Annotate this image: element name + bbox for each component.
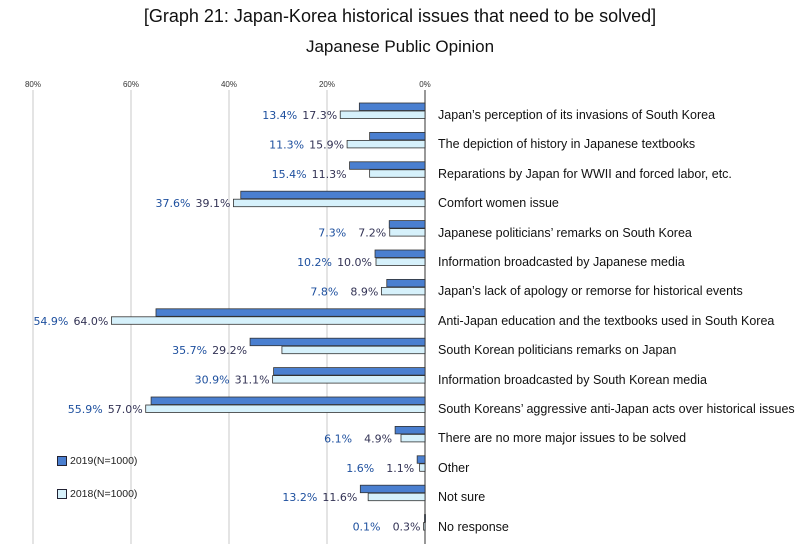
data-label-2018: 7.2% bbox=[358, 227, 386, 240]
bar-2019 bbox=[416, 455, 426, 464]
bar-2018 bbox=[389, 228, 426, 237]
category-label: South Koreans’ aggressive anti-Japan act… bbox=[438, 402, 795, 416]
bar-2019 bbox=[388, 220, 426, 229]
category-label: South Korean politicians remarks on Japa… bbox=[438, 343, 677, 358]
data-label-2019: 11.3% bbox=[269, 138, 304, 151]
category-label: Japanese politicians’ remarks on South K… bbox=[438, 225, 692, 240]
bar-2019 bbox=[374, 249, 426, 258]
bar-2019 bbox=[155, 308, 426, 317]
data-label-2019: 35.7% bbox=[172, 344, 207, 357]
bar-2019 bbox=[369, 131, 426, 141]
bar-2018 bbox=[346, 139, 426, 149]
x-tick-label: 80% bbox=[25, 80, 41, 89]
data-label-2018: 31.1% bbox=[235, 374, 270, 387]
legend-swatch-2019 bbox=[57, 456, 67, 466]
bar-2019 bbox=[394, 425, 426, 435]
x-tick-label: 60% bbox=[123, 80, 139, 89]
legend-label-2019: 2019(N=1000) bbox=[70, 455, 138, 467]
bar-2018 bbox=[400, 433, 426, 443]
data-label-2019: 1.6% bbox=[346, 462, 374, 475]
bar-2018 bbox=[367, 492, 426, 502]
bar-2018 bbox=[419, 463, 426, 472]
legend-label-2018: 2018(N=1000) bbox=[70, 488, 138, 500]
data-label-2019: 15.4% bbox=[272, 168, 307, 181]
data-label-2018: 15.9% bbox=[309, 138, 344, 151]
x-tick-label: 40% bbox=[221, 80, 237, 89]
category-label: No response bbox=[438, 519, 509, 534]
category-label: Information broadcasted by Japanese medi… bbox=[438, 255, 685, 269]
category-label: Japan’s lack of apology or remorse for h… bbox=[438, 284, 743, 299]
data-label-2018: 29.2% bbox=[212, 344, 247, 357]
data-label-2019: 0.1% bbox=[353, 521, 381, 534]
bar-2018 bbox=[272, 375, 426, 384]
bar-2019 bbox=[349, 161, 426, 170]
category-label: Other bbox=[438, 460, 470, 475]
bar-2019 bbox=[240, 190, 426, 200]
bar-2019 bbox=[386, 278, 426, 288]
bar-2018 bbox=[369, 169, 426, 178]
data-label-2018: 57.0% bbox=[108, 403, 143, 416]
data-label-2019: 7.8% bbox=[310, 285, 338, 298]
bar-2018 bbox=[233, 198, 426, 208]
data-label-2018: 8.9% bbox=[350, 285, 378, 298]
bar-2019 bbox=[424, 514, 426, 523]
data-label-2019: 10.2% bbox=[297, 256, 332, 269]
x-tick-label: 20% bbox=[319, 80, 335, 89]
category-label: Not sure bbox=[438, 490, 486, 505]
bar-2019 bbox=[273, 367, 426, 376]
data-label-2019: 55.9% bbox=[68, 403, 103, 416]
data-label-2018: 4.9% bbox=[364, 432, 392, 445]
category-label: Anti-Japan education and the textbooks u… bbox=[438, 313, 775, 328]
category-label: The depiction of history in Japanese tex… bbox=[438, 137, 696, 152]
legend-swatch-2018 bbox=[57, 489, 67, 499]
chart-title: [Graph 21: Japan-Korea historical issues… bbox=[143, 6, 657, 26]
category-label: Comfort women issue bbox=[438, 196, 559, 211]
bar-2018 bbox=[375, 257, 426, 266]
bar-2018 bbox=[339, 110, 426, 119]
data-label-2018: 11.3% bbox=[312, 168, 347, 181]
bar-2018 bbox=[145, 404, 426, 413]
data-label-2018: 39.1% bbox=[195, 197, 230, 210]
bar-2019 bbox=[150, 396, 426, 405]
bar-2019 bbox=[359, 484, 426, 494]
data-label-2019: 30.9% bbox=[195, 374, 230, 387]
data-label-2019: 54.9% bbox=[33, 315, 68, 328]
data-label-2019: 13.4% bbox=[262, 109, 297, 122]
data-label-2018: 11.6% bbox=[322, 491, 357, 504]
data-label-2018: 0.3% bbox=[393, 521, 421, 534]
bar-2018 bbox=[281, 345, 426, 355]
data-label-2019: 6.1% bbox=[324, 432, 352, 445]
legend-item-2019: 2019(N=1000) bbox=[57, 455, 137, 467]
category-label: There are no more major issues to be sol… bbox=[438, 431, 687, 446]
data-label-2018: 64.0% bbox=[73, 315, 108, 328]
data-label-2019: 13.2% bbox=[282, 491, 317, 504]
bar-2019 bbox=[249, 337, 426, 347]
bar-2018 bbox=[380, 286, 426, 296]
data-label-2018: 17.3% bbox=[302, 109, 337, 122]
data-label-2019: 37.6% bbox=[155, 197, 190, 210]
category-label: Japan’s perception of its invasions of S… bbox=[438, 108, 716, 122]
category-label: Information broadcasted by South Korean … bbox=[438, 372, 707, 387]
bar-2019 bbox=[358, 102, 426, 111]
x-tick-label: 0% bbox=[419, 80, 431, 89]
data-label-2019: 7.3% bbox=[318, 227, 346, 240]
bar-2018 bbox=[423, 522, 426, 531]
legend-item-2018: 2018(N=1000) bbox=[57, 488, 137, 500]
chart-subtitle: Japanese Public Opinion bbox=[305, 37, 495, 56]
data-label-2018: 1.1% bbox=[386, 462, 414, 475]
bar-2018 bbox=[111, 316, 426, 325]
data-label-2018: 10.0% bbox=[337, 256, 372, 269]
category-label: Reparations by Japan for WWII and forced… bbox=[438, 166, 732, 181]
